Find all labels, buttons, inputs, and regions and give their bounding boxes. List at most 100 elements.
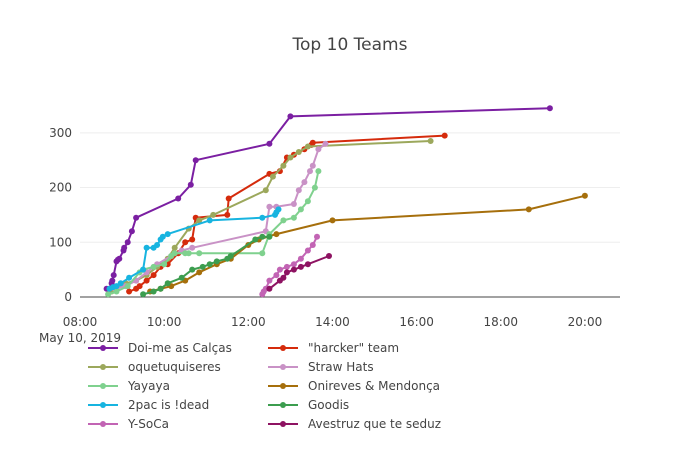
data-point bbox=[159, 233, 166, 240]
series-line bbox=[149, 194, 586, 293]
legend-swatch-marker bbox=[100, 421, 106, 427]
data-point bbox=[280, 217, 287, 224]
legend-item: Straw Hats bbox=[268, 360, 374, 374]
data-point bbox=[185, 250, 192, 257]
data-point bbox=[252, 236, 259, 243]
data-point bbox=[140, 291, 147, 298]
data-point bbox=[164, 231, 171, 238]
data-point bbox=[427, 138, 434, 144]
grid-layer bbox=[80, 132, 620, 243]
data-point bbox=[213, 258, 220, 265]
data-point bbox=[266, 277, 273, 284]
data-point bbox=[322, 140, 329, 147]
data-point bbox=[164, 280, 171, 287]
data-point bbox=[259, 250, 266, 257]
data-point bbox=[227, 253, 234, 259]
y-tick-label: 0 bbox=[64, 290, 72, 304]
legend-label: Straw Hats bbox=[308, 360, 374, 374]
legend-swatch-marker bbox=[280, 364, 286, 370]
x-tick-label: 20:00 bbox=[568, 315, 603, 329]
legend-label: Doi-me as Calças bbox=[128, 341, 232, 355]
data-point bbox=[259, 233, 266, 240]
data-point bbox=[295, 149, 302, 155]
legend-item: Y-SoCa bbox=[88, 417, 169, 431]
data-point bbox=[304, 247, 311, 254]
legend-label: 2pac is !dead bbox=[128, 398, 209, 412]
x-tick-label: 16:00 bbox=[399, 315, 434, 329]
data-point bbox=[301, 179, 308, 186]
data-point bbox=[150, 288, 157, 295]
data-point bbox=[196, 269, 203, 276]
legend-item: Avestruz que te seduz bbox=[268, 417, 441, 431]
data-point bbox=[307, 168, 313, 175]
data-point bbox=[189, 244, 196, 251]
data-point bbox=[124, 239, 131, 246]
data-point bbox=[295, 187, 302, 194]
data-point bbox=[275, 206, 282, 213]
data-point bbox=[309, 242, 316, 248]
data-point bbox=[182, 239, 189, 246]
legend-item: Goodis bbox=[268, 398, 349, 412]
data-point bbox=[273, 231, 280, 238]
legend-item: oquetuquiseres bbox=[88, 360, 221, 374]
data-point bbox=[262, 187, 269, 194]
legend-swatch-marker bbox=[280, 402, 286, 408]
data-point bbox=[297, 206, 304, 213]
data-point bbox=[297, 263, 304, 270]
x-tick-label: 10:00 bbox=[147, 315, 182, 329]
data-point bbox=[326, 253, 332, 259]
data-point bbox=[143, 277, 150, 284]
data-point bbox=[124, 283, 131, 290]
data-point bbox=[126, 288, 133, 295]
data-point bbox=[113, 288, 120, 295]
data-point bbox=[225, 195, 232, 202]
legend-label: oquetuquiseres bbox=[128, 360, 221, 374]
legend-swatch-marker bbox=[280, 421, 286, 427]
x-tick-label: 08:00 bbox=[63, 315, 98, 329]
data-point bbox=[276, 266, 283, 273]
data-point bbox=[283, 263, 290, 270]
data-point bbox=[280, 162, 287, 169]
data-point bbox=[297, 255, 304, 262]
x-tick-label: 18:00 bbox=[483, 315, 518, 329]
data-point bbox=[196, 217, 203, 224]
data-point bbox=[136, 283, 143, 290]
legend-label: Y-SoCa bbox=[127, 417, 169, 431]
series-line bbox=[107, 170, 320, 296]
legend-swatch-marker bbox=[100, 364, 106, 370]
data-point bbox=[154, 242, 161, 248]
data-point bbox=[315, 146, 322, 153]
data-point bbox=[304, 198, 311, 205]
data-point bbox=[175, 195, 182, 202]
data-point bbox=[121, 244, 128, 251]
x-tick-date-label: May 10, 2019 bbox=[39, 331, 121, 345]
axis-layer: 0 100 200 300 08:00 10:00 12:00 14:00 16:00 18:00… bbox=[39, 126, 620, 345]
data-point bbox=[171, 250, 178, 257]
data-point bbox=[110, 272, 117, 279]
legend-label: "harcker" team bbox=[308, 341, 399, 355]
data-point bbox=[116, 255, 123, 262]
data-point bbox=[206, 217, 213, 224]
y-tick-label: 300 bbox=[49, 126, 72, 140]
data-point bbox=[150, 272, 157, 279]
data-point bbox=[290, 266, 297, 273]
data-point bbox=[171, 244, 178, 251]
data-point bbox=[206, 261, 213, 268]
data-point bbox=[117, 280, 124, 287]
legend-item: "harcker" team bbox=[268, 341, 399, 355]
data-point bbox=[161, 261, 168, 268]
x-tick-label: 12:00 bbox=[231, 315, 266, 329]
series-6 bbox=[106, 206, 282, 292]
series-7 bbox=[140, 233, 273, 298]
data-point bbox=[269, 173, 276, 180]
legend: Doi-me as Calças "harcker" team oquetuquis… bbox=[88, 341, 441, 431]
data-point bbox=[133, 214, 140, 221]
legend-swatch-marker bbox=[280, 383, 286, 389]
legend-swatch-marker bbox=[280, 345, 286, 351]
data-point bbox=[304, 261, 311, 268]
y-tick-label: 200 bbox=[49, 181, 72, 195]
data-point bbox=[309, 162, 316, 169]
legend-swatch-marker bbox=[100, 402, 106, 408]
legend-item: 2pac is !dead bbox=[88, 398, 209, 412]
